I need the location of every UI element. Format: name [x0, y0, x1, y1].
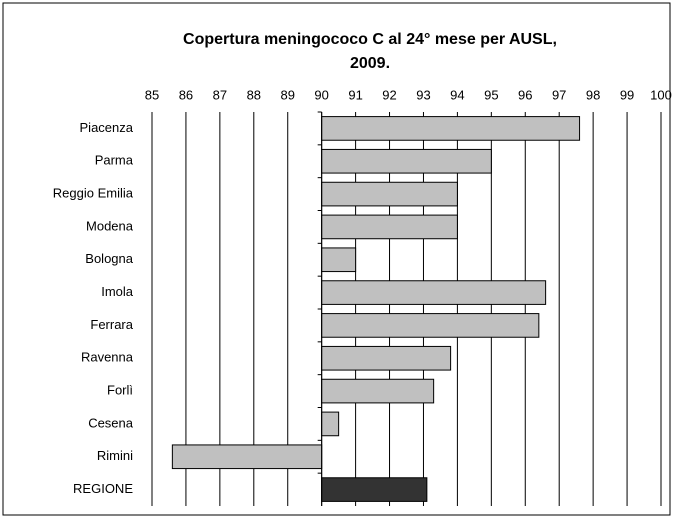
- x-tick-label: 87: [213, 87, 227, 102]
- x-tick-label: 86: [179, 87, 193, 102]
- y-tick-label: Ravenna: [81, 350, 134, 365]
- bar: [321, 116, 581, 141]
- y-tick-label: Rimini: [97, 448, 133, 463]
- chart-title: Copertura meningococo C al 24° mese per …: [183, 31, 557, 48]
- bar: [321, 345, 452, 371]
- x-tick-label: 90: [314, 87, 328, 102]
- bar: [321, 378, 435, 404]
- bar: [321, 214, 458, 240]
- x-tick-label: 96: [518, 87, 532, 102]
- x-tick-label: 89: [280, 87, 294, 102]
- bar: [321, 477, 428, 502]
- y-tick-label: Ferrara: [90, 317, 133, 332]
- y-tick-label: Reggio Emilia: [53, 186, 134, 201]
- bar: [321, 148, 492, 174]
- bar: [171, 444, 323, 470]
- y-tick-label: Forlì: [107, 383, 133, 398]
- x-tick-label: 97: [552, 87, 566, 102]
- x-tick-label: 93: [416, 87, 430, 102]
- bar: [321, 411, 340, 437]
- y-tick-label: Piacenza: [80, 120, 134, 135]
- x-tick-label: 99: [620, 87, 634, 102]
- bar: [321, 280, 547, 305]
- bar: [321, 313, 540, 338]
- chart-subtitle: 2009.: [350, 55, 390, 72]
- x-tick-label: 95: [484, 87, 498, 102]
- y-tick-label: Cesena: [88, 415, 134, 430]
- x-tick-label: 94: [450, 87, 464, 102]
- y-tick-label: REGIONE: [73, 481, 133, 496]
- bar: [321, 247, 357, 273]
- x-tick-label: 91: [348, 87, 362, 102]
- y-tick-label: Imola: [101, 284, 134, 299]
- x-tick-label: 88: [247, 87, 261, 102]
- bar: [321, 181, 458, 207]
- x-tick-label: 100: [650, 87, 672, 102]
- x-tick-label: 85: [145, 87, 159, 102]
- x-tick-label: 92: [382, 87, 396, 102]
- y-tick-label: Bologna: [85, 251, 133, 266]
- y-tick-label: Parma: [95, 153, 134, 168]
- x-tick-label: 98: [586, 87, 600, 102]
- y-tick-label: Modena: [86, 218, 134, 233]
